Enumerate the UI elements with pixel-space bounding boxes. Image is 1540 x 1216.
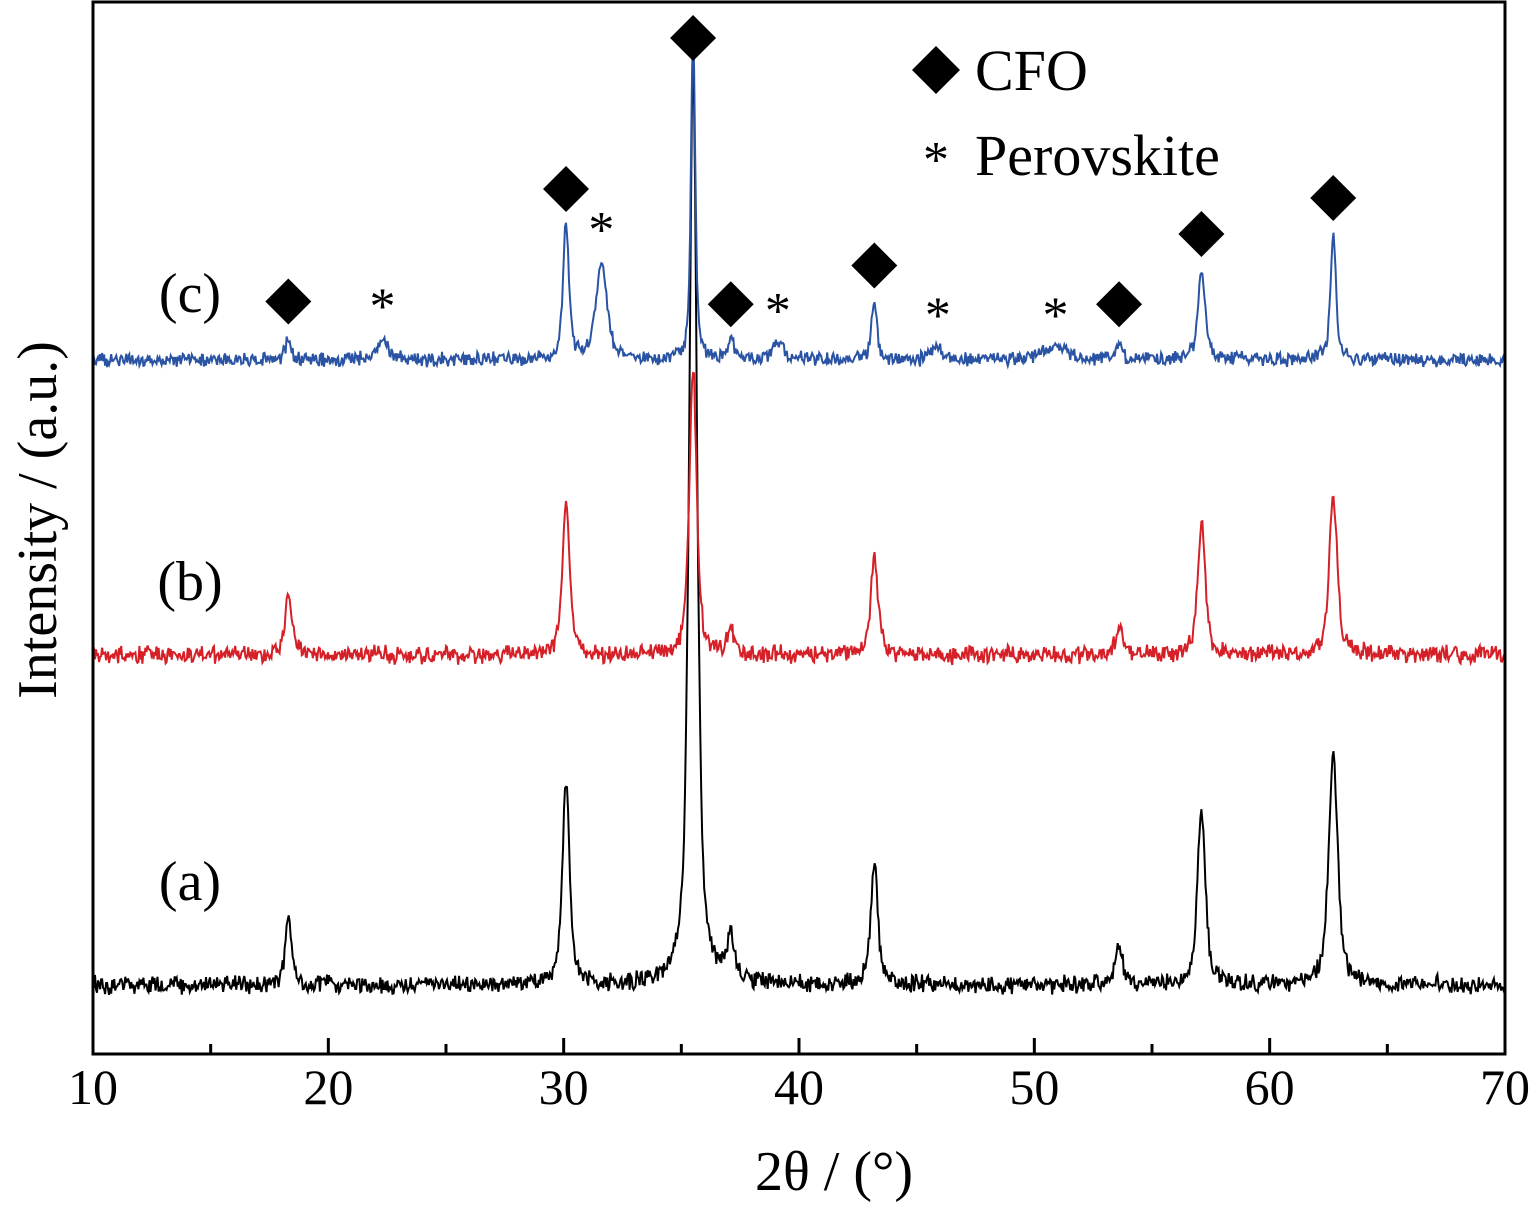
legend: CFO * Perovskite [912, 38, 1220, 189]
cfo-peak-marker [1096, 281, 1143, 328]
x-tick-label: 70 [1480, 1059, 1530, 1115]
cfo-peak-marker [670, 15, 717, 61]
series-line-c [92, 31, 1506, 370]
x-axis-ticks: 10 20 30 40 50 60 70 [68, 1038, 1530, 1115]
cfo-peak-marker [851, 242, 898, 289]
x-axis-label: 2θ / (°) [755, 1141, 913, 1203]
legend-perovskite-marker: * [923, 132, 949, 189]
cfo-peak-marker [1178, 211, 1225, 257]
x-tick-label: 60 [1245, 1059, 1295, 1115]
series-label-c: (c) [159, 263, 221, 325]
cfo-peak-marker [1310, 175, 1357, 221]
perovskite-peak-marker: * [369, 279, 395, 336]
perovskite-peak-marker: * [925, 288, 951, 345]
perovskite-peak-marker: * [588, 202, 614, 259]
cfo-peak-marker [265, 278, 312, 325]
x-tick-label: 30 [539, 1059, 589, 1115]
cfo-peak-marker [707, 281, 754, 328]
legend-label: CFO [975, 38, 1088, 103]
series-label-layer: (a) (b) (c) [157, 263, 222, 913]
series-label-b: (b) [157, 551, 222, 613]
plot-frame [91, 0, 1507, 1056]
series-layer [92, 31, 1506, 996]
x-tick-label: 20 [303, 1059, 353, 1115]
x-tick-label: 40 [774, 1059, 824, 1115]
series-label-a: (a) [159, 851, 221, 913]
y-axis-label: Intensity / (a.u.) [7, 341, 69, 699]
cfo-peak-marker [543, 166, 590, 212]
x-tick-label: 10 [68, 1059, 118, 1115]
series-line-b [92, 371, 1506, 667]
series-line-a [92, 61, 1506, 996]
perovskite-peak-marker: * [765, 283, 791, 340]
x-tick-label: 50 [1009, 1059, 1059, 1115]
annotation-layer: * * * * * [265, 15, 1357, 345]
perovskite-peak-marker: * [1043, 288, 1069, 345]
legend-label: Perovskite [975, 123, 1220, 188]
legend-cfo-marker [912, 46, 960, 94]
